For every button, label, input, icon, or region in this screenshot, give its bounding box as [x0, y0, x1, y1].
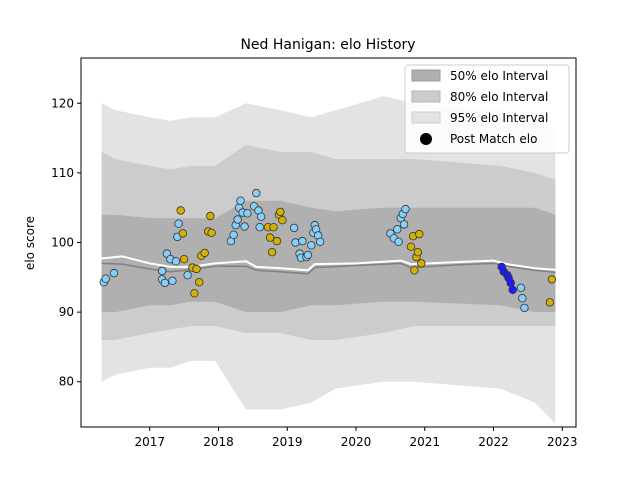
x-tick-label: 2022: [478, 435, 509, 449]
post-match-point: [101, 274, 110, 283]
post-match-point: [178, 229, 187, 238]
post-match-point: [520, 303, 529, 313]
post-match-point: [190, 289, 199, 298]
post-match-point: [518, 294, 527, 303]
post-match-point: [157, 266, 167, 276]
post-match-point: [195, 278, 204, 287]
x-tick-label: 2017: [134, 435, 165, 449]
post-match-point: [307, 241, 316, 250]
post-match-point: [516, 283, 526, 292]
legend-marker-post-match: [420, 133, 432, 145]
post-match-point: [393, 225, 402, 234]
post-match-point: [410, 266, 419, 275]
post-match-point: [289, 223, 299, 233]
x-tick-label: 2021: [409, 435, 440, 449]
post-match-point: [394, 237, 403, 246]
post-match-point: [265, 233, 275, 242]
legend: 50% elo Interval 80% elo Interval 95% el…: [404, 64, 570, 154]
y-tick-label: 110: [51, 166, 74, 180]
post-match-point: [256, 212, 266, 221]
x-tick-label: 2023: [547, 435, 578, 449]
post-match-point: [206, 211, 215, 221]
post-match-point: [252, 188, 261, 198]
y-tick-label: 100: [51, 236, 74, 250]
post-match-point: [229, 230, 238, 239]
y-axis: 80 90 100 110 120: [51, 96, 81, 389]
legend-label-95: 95% elo Interval: [450, 111, 548, 125]
legend-label-80: 80% elo Interval: [450, 90, 548, 104]
chart-title: Ned Hanigan: elo History: [240, 37, 415, 53]
post-match-point: [298, 236, 307, 246]
y-axis-title: elo score: [23, 216, 37, 270]
post-match-point: [508, 285, 517, 294]
x-tick-label: 2018: [203, 435, 234, 449]
post-match-point: [406, 242, 416, 251]
post-match-point: [545, 298, 555, 307]
y-tick-label: 120: [51, 96, 74, 110]
post-match-point: [506, 278, 515, 288]
post-match-point: [278, 215, 287, 225]
post-match-point: [109, 268, 119, 278]
legend-swatch-80: [411, 90, 441, 103]
post-match-point: [291, 238, 300, 247]
post-match-point: [168, 276, 177, 285]
post-match-point: [401, 204, 410, 214]
post-match-point: [192, 264, 201, 274]
post-match-point: [413, 247, 423, 257]
legend-box: [404, 64, 570, 154]
post-match-point: [316, 237, 325, 246]
post-match-point: [255, 222, 264, 232]
post-match-point: [267, 247, 277, 257]
post-match-point: [276, 207, 285, 217]
post-match-point: [415, 229, 424, 239]
median-elo-line: [101, 262, 556, 275]
band-50-interval: [101, 200, 556, 313]
x-tick-label: 2020: [341, 435, 372, 449]
post-match-point: [233, 215, 242, 224]
legend-swatch-50: [411, 69, 441, 82]
post-match-point: [171, 257, 181, 266]
post-match-point: [269, 222, 278, 232]
post-match-point: [200, 248, 209, 258]
post-match-point: [207, 228, 216, 237]
post-match-point: [399, 220, 409, 229]
post-match-point: [160, 278, 170, 288]
post-match-point: [272, 236, 282, 246]
x-tick-label: 2019: [272, 435, 303, 449]
post-match-point: [243, 209, 252, 218]
post-match-point: [174, 219, 183, 228]
plot-frame: [80, 57, 577, 428]
post-match-point: [303, 250, 313, 260]
y-tick-label: 80: [59, 375, 74, 389]
post-match-point: [417, 259, 426, 268]
post-match-point: [183, 271, 192, 280]
legend-swatch-95: [411, 111, 441, 124]
post-match-point: [176, 206, 185, 215]
mean-elo-line: [101, 255, 556, 272]
post-match-point: [547, 275, 557, 284]
y-tick-label: 90: [59, 305, 74, 319]
post-match-point: [236, 196, 245, 205]
post-match-point: [240, 222, 249, 231]
x-axis: 2017 2018 2019 2020 2021 2022 2023: [134, 427, 578, 449]
post-match-point: [179, 255, 189, 264]
legend-label-50: 50% elo Interval: [450, 69, 548, 83]
plot-area: [99, 96, 557, 424]
legend-label-post-match: Post Match elo: [450, 132, 537, 146]
